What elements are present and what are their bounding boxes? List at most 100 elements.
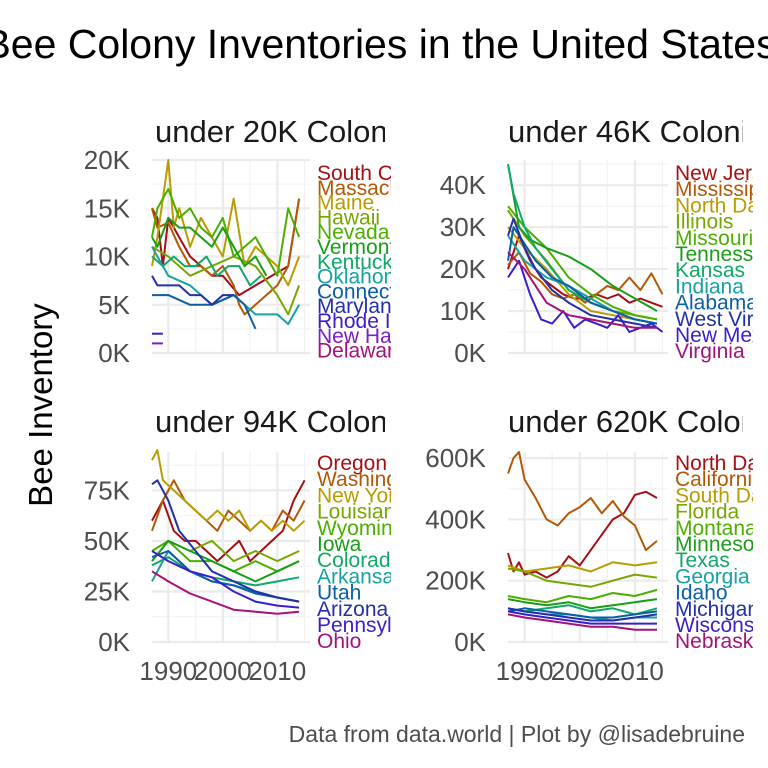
series-line [507,164,658,312]
series-label: Kansas [675,259,745,282]
y-tick-label: 50K [84,526,131,556]
panel-title: under 620K Colonies [508,404,768,439]
series-line [507,607,658,619]
series-line [151,479,306,532]
caption: Data from data.world | Plot by @lisadebr… [289,721,745,747]
series-label: California [675,468,764,491]
series-label: Iowa [317,533,362,556]
series-label: Virginia [675,340,745,363]
series-line [151,550,300,609]
y-tick-label: 75K [84,475,131,505]
series-label: Vermont [317,236,395,259]
y-tick-label: 25K [84,576,131,606]
panel-title: under 94K Colonies [155,404,427,439]
series-label: Mississippi [675,178,768,201]
series-label: Oklahoma [317,266,413,289]
series-label: North Dakota [675,194,768,217]
chart-title: Bee Colony Inventories in the United Sta… [0,21,768,67]
panel-1: 0K 5K 10K 15K 20K under 20K Colonies South Car… [84,114,456,368]
series-label: Indiana [675,275,744,298]
series-label: Texas [675,549,730,572]
y-tick-label: 5K [98,290,130,320]
x-tick-label: 2010 [606,656,664,686]
series-labels: South CarolinaMassachusettsMaineHawaiiNe… [317,162,456,363]
x-tick-label: 2000 [194,656,252,686]
series-line [151,255,262,287]
series-label: Delaware [317,340,406,363]
series-line [151,570,300,615]
series-line [151,479,300,603]
y-axis-label: Bee Inventory [22,303,59,507]
series-line [507,259,664,333]
series-label: Florida [675,501,740,524]
series-line [507,607,658,622]
series-label: North Dakota [675,452,768,475]
series-labels: New JerseyMississippiNorth DakotaIllinoi… [675,162,768,363]
x-tick-label: 1990 [139,656,197,686]
series-label: Arizona [317,598,389,621]
series-label: Rhode Island [317,310,441,333]
y-tick-label: 30K [440,212,487,242]
series-labels: North DakotaCaliforniaSouth DakotaFlorid… [675,452,768,653]
series-label: Georgia [675,565,750,588]
series-label: Missouri [675,227,753,250]
panel-title: under 46K Colonies [508,114,768,149]
series-line [507,598,658,610]
series-label: Colorado [317,549,402,572]
series-label: Minnesota [675,533,768,556]
y-tick-label: 600K [425,443,486,473]
series-label: New Mexico [675,324,768,347]
y-tick-label: 0K [98,338,130,368]
series-label: Arkansas [317,565,405,588]
series-line [507,451,658,552]
series-label: South Carolina [317,162,456,185]
series-line [507,205,658,321]
series-line [507,588,658,604]
y-tick-label: 0K [454,627,486,657]
series-line [151,216,268,277]
series-label: Ohio [317,630,361,653]
series-label: Alabama [675,292,758,315]
series-label: Louisiana [317,501,407,524]
x-tick-label: 2010 [248,656,306,686]
y-tick-label: 15K [84,193,131,223]
y-tick-label: 10K [84,242,131,272]
series-label: Hawaii [317,206,380,229]
series-label: Maryland [317,295,403,318]
series-line [507,613,657,631]
series-label: Montana [675,517,757,540]
series-line [507,604,658,616]
series-label: West Virginia [675,308,768,331]
panel-2: 0K 10K 20K 30K 40K under 46K Colonies New Jers… [440,114,768,368]
series-line [151,188,301,277]
y-tick-label: 20K [440,254,487,284]
series-line [507,217,658,329]
x-tick-label: 1990 [496,656,554,686]
series-label: Oregon [317,452,387,475]
y-tick-label: 10K [440,296,487,326]
series-label: Nebraska [675,630,765,653]
series-label: New Jersey [675,162,768,185]
series-line [151,539,300,583]
x-tick-label: 2000 [551,656,609,686]
series-label: New York [317,484,406,507]
series-line [507,561,658,573]
series-label: Tennessee [675,243,768,266]
series-line [507,610,657,625]
panel-title: under 20K Colonies [155,114,427,149]
y-tick-label: 0K [454,338,486,368]
y-tick-label: 20K [84,145,131,175]
series-label: Washington [317,468,427,491]
series-label: Kentucky [317,251,404,274]
series-line [507,490,658,579]
series-label: Maine [317,192,374,215]
series-label: Connecticut [317,280,428,303]
series-line [151,556,300,587]
series-label: Pennsylvania [317,614,442,637]
series-line [507,567,658,588]
series-label: Nevada [317,221,390,244]
y-tick-label: 200K [425,566,486,596]
series-line [507,251,664,304]
